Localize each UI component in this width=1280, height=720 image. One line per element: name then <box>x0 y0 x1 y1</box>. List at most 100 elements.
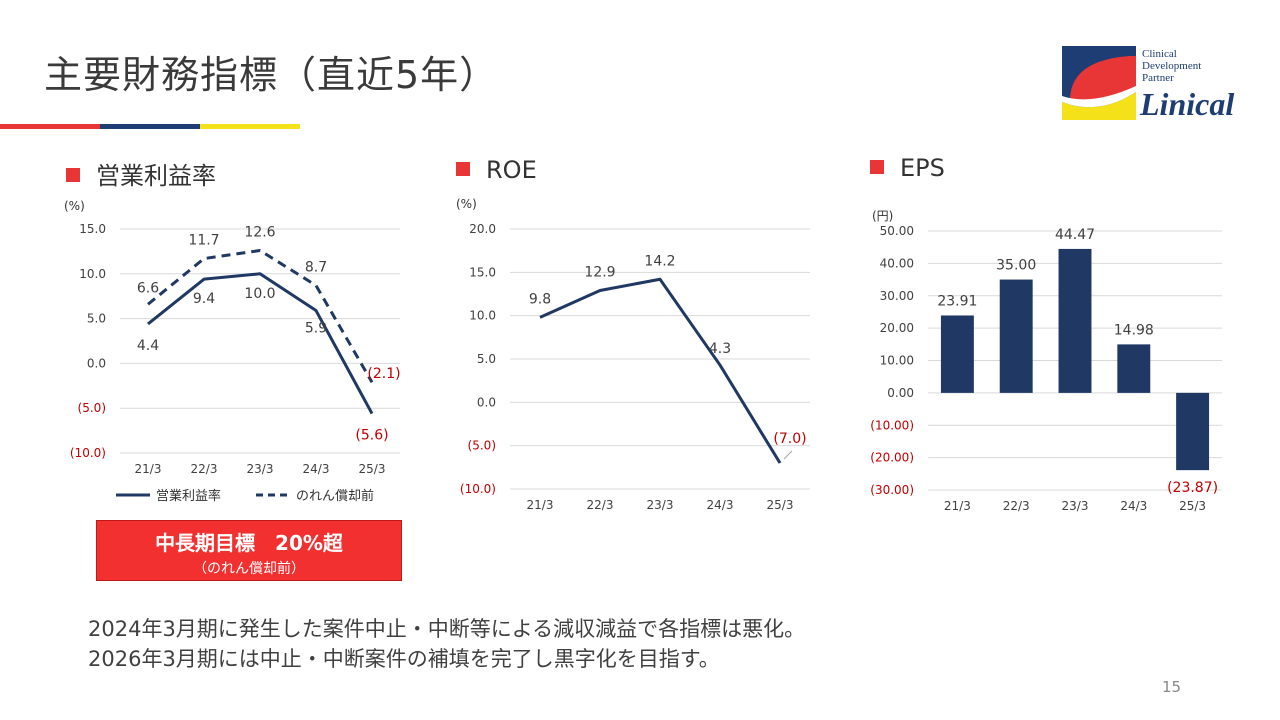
data-label: 23.91 <box>937 293 977 309</box>
data-label: 14.98 <box>1114 322 1154 338</box>
y-tick-label: 0.0 <box>477 395 496 409</box>
logo-text-line2: Development <box>1142 60 1202 72</box>
data-label: (2.1) <box>367 366 400 382</box>
y-unit-label: (%) <box>64 199 85 213</box>
section-eps: EPS <box>870 154 945 182</box>
mid-term-target-box: 中長期目標 20%超 （のれん償却前） <box>96 520 402 581</box>
logo-wordmark: Linical <box>1140 86 1235 122</box>
x-tick-label: 21/3 <box>135 462 162 476</box>
y-tick-label: (10.00) <box>870 418 914 432</box>
section-title: ROE <box>486 156 537 184</box>
x-tick-label: 25/3 <box>359 462 386 476</box>
page-title: 主要財務指標（直近5年） <box>44 53 499 97</box>
data-label: 44.47 <box>1055 227 1095 243</box>
data-label: 4.3 <box>709 341 731 357</box>
eps-bar <box>1176 392 1210 471</box>
eps-chart: (円)50.00 40.00 30.00 20.00 10.00 0.00 (10.00) (… <box>870 209 1222 513</box>
bullet-square-icon <box>456 162 470 176</box>
x-tick-label: 22/3 <box>587 498 614 512</box>
x-tick-label: 22/3 <box>1003 499 1030 513</box>
legend-label: 営業利益率 <box>156 488 221 504</box>
y-tick-label: 0.0 <box>87 356 106 370</box>
linical-logo: Clinical Development Partner Linical <box>1062 46 1258 122</box>
y-tick-label: 5.0 <box>477 352 496 366</box>
title-rule-red <box>0 124 100 129</box>
logo-text-line1: Clinical <box>1142 48 1177 60</box>
section-title: 営業利益率 <box>96 162 216 190</box>
section-operating-margin: 営業利益率 <box>66 156 216 191</box>
y-unit-label: (円) <box>872 209 893 223</box>
y-tick-label: (30.00) <box>870 483 914 497</box>
y-tick-label: 10.0 <box>79 267 106 281</box>
y-tick-label: 5.0 <box>87 312 106 326</box>
data-label: 12.6 <box>244 225 275 241</box>
data-label: 11.7 <box>188 233 219 249</box>
y-unit-label: (%) <box>456 197 477 211</box>
data-label: (23.87) <box>1167 480 1218 496</box>
bullet-square-icon <box>870 160 884 174</box>
data-label: 6.6 <box>137 280 159 296</box>
y-tick-label: (5.0) <box>468 439 496 453</box>
eps-bar <box>1058 248 1092 393</box>
y-tick-label: 20.0 <box>469 222 496 236</box>
data-label: (7.0) <box>773 431 806 447</box>
x-tick-label: 25/3 <box>1179 499 1206 513</box>
y-tick-label: (20.00) <box>870 451 914 465</box>
y-tick-label: 50.00 <box>880 224 914 238</box>
page-number: 15 <box>1162 678 1182 696</box>
data-label: 8.7 <box>305 259 327 275</box>
footnote-line-2: 2026年3月期には中止・中断案件の補填を完了し黒字化を目指す。 <box>88 647 720 671</box>
data-label: 12.9 <box>584 265 615 281</box>
legend-label: のれん償却前 <box>296 488 374 504</box>
eps-bar <box>940 315 974 393</box>
data-label: 9.4 <box>193 291 215 307</box>
y-tick-label: 10.00 <box>880 354 914 368</box>
y-tick-label: 20.00 <box>880 321 914 335</box>
logo-text-line3: Partner <box>1142 72 1174 84</box>
bullet-square-icon <box>66 168 80 182</box>
y-tick-label: 30.00 <box>880 289 914 303</box>
footnote-line-1: 2024年3月期に発生した案件中止・中断等による減収減益で各指標は悪化。 <box>88 617 806 641</box>
data-label: (5.6) <box>355 428 388 444</box>
y-tick-label: 15.0 <box>469 265 496 279</box>
x-tick-label: 23/3 <box>1062 499 1089 513</box>
section-title: EPS <box>900 154 945 182</box>
x-tick-label: 21/3 <box>527 498 554 512</box>
footnote: 2024年3月期に発生した案件中止・中断等による減収減益で各指標は悪化。 202… <box>88 614 805 674</box>
x-tick-label: 23/3 <box>647 498 674 512</box>
x-tick-label: 21/3 <box>944 499 971 513</box>
eps-bar <box>999 279 1033 393</box>
target-main-text: 中長期目標 20%超 <box>155 531 343 555</box>
roe-chart: (%) 20.0 15.0 10.0 5.0 0.0 (5.0) (10.0) 21/3 22/3… <box>456 197 810 512</box>
data-label: 9.8 <box>529 291 551 307</box>
data-label: 35.00 <box>996 258 1036 274</box>
y-tick-label: (10.0) <box>70 446 106 460</box>
section-roe: ROE <box>456 156 537 184</box>
data-label: 14.2 <box>644 253 675 269</box>
series-line <box>539 277 782 464</box>
title-rule-blue <box>100 124 200 129</box>
operating-margin-chart: (%) 15.0 10.0 5.0 0.0 (5.0) (10.0) 21/3 22/3 23/3… <box>64 199 401 504</box>
y-tick-label: (10.0) <box>460 482 496 496</box>
logo-mark-icon <box>1062 46 1136 120</box>
eps-bar <box>1117 344 1151 393</box>
y-tick-label: (5.0) <box>78 401 106 415</box>
data-label: 10.0 <box>244 286 275 302</box>
leader-line <box>783 450 793 460</box>
y-tick-label: 10.0 <box>469 309 496 323</box>
x-tick-label: 23/3 <box>247 462 274 476</box>
series-line <box>147 272 374 415</box>
y-tick-label: 40.00 <box>880 256 914 270</box>
x-tick-label: 24/3 <box>1120 499 1147 513</box>
y-tick-label: 15.0 <box>79 222 106 236</box>
series-line-dashed <box>147 249 374 383</box>
x-tick-label: 22/3 <box>191 462 218 476</box>
target-sub-text: （のれん償却前） <box>193 561 305 577</box>
y-tick-label: 0.00 <box>887 386 914 400</box>
x-tick-label: 24/3 <box>303 462 330 476</box>
x-tick-label: 25/3 <box>767 498 794 512</box>
x-tick-label: 24/3 <box>707 498 734 512</box>
title-rule-yellow <box>200 124 300 129</box>
data-label: 5.9 <box>305 321 327 337</box>
data-label: 4.4 <box>137 338 159 354</box>
